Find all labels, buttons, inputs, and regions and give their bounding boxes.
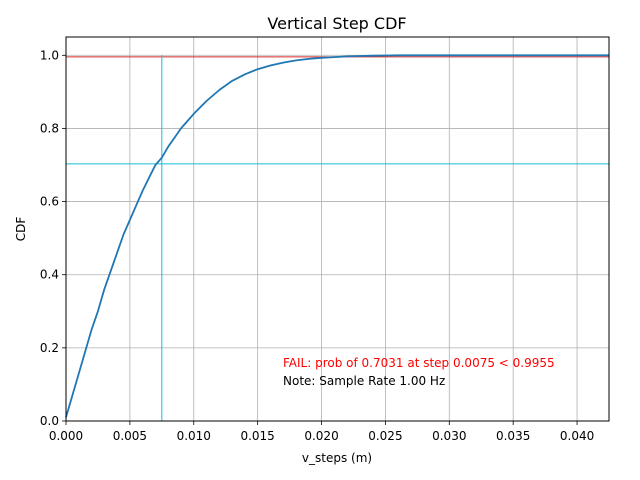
x-axis-label: v_steps (m) xyxy=(302,451,372,465)
sample-rate-note: Note: Sample Rate 1.00 Hz xyxy=(283,374,445,388)
x-tick-label: 0.015 xyxy=(240,429,274,443)
y-axis-label: CDF xyxy=(14,217,28,242)
x-tick-label: 0.010 xyxy=(177,429,211,443)
y-axis-ticks: 0.0 0.2 0.4 0.6 0.8 1.0 xyxy=(40,48,66,428)
cdf-line xyxy=(65,54,609,418)
x-tick-label: 0.000 xyxy=(49,429,83,443)
x-tick-label: 0.025 xyxy=(368,429,402,443)
y-tick-label: 0.2 xyxy=(40,341,59,355)
fail-annotation: FAIL: prob of 0.7031 at step 0.0075 < 0.… xyxy=(283,356,555,370)
y-tick-label: 0.8 xyxy=(40,121,59,135)
y-tick-label: 0.4 xyxy=(40,268,59,282)
x-axis-ticks: 0.000 0.005 0.010 0.015 0.020 0.025 0.030 0.035… xyxy=(49,421,594,443)
y-tick-label: 0.6 xyxy=(40,195,59,209)
y-tick-label: 1.0 xyxy=(40,48,59,62)
x-tick-label: 0.040 xyxy=(560,429,594,443)
chart-title: Vertical Step CDF xyxy=(267,14,406,33)
plot-frame xyxy=(65,36,610,422)
grid xyxy=(65,37,609,422)
x-tick-label: 0.030 xyxy=(432,429,466,443)
x-tick-label: 0.005 xyxy=(113,429,147,443)
series-layer xyxy=(65,54,609,418)
y-tick-label: 0.0 xyxy=(40,414,59,428)
x-tick-label: 0.035 xyxy=(496,429,530,443)
x-tick-label: 0.020 xyxy=(304,429,338,443)
